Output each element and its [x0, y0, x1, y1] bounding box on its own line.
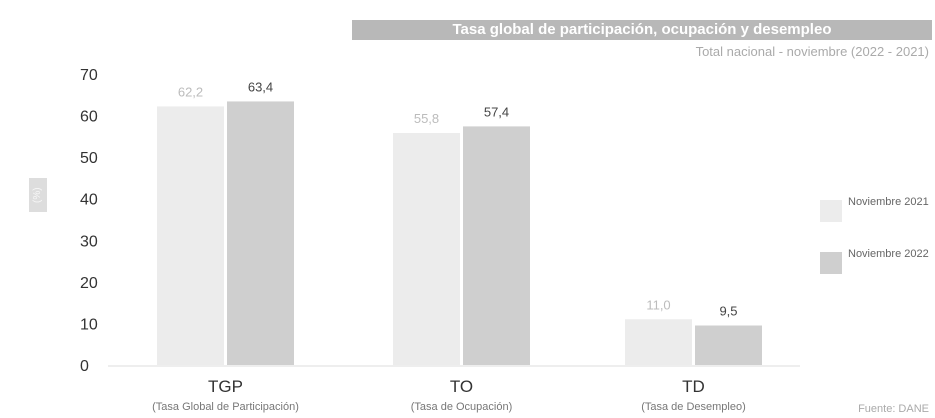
y-tick-label: 40 — [80, 192, 98, 209]
bar-to-2022 — [463, 126, 530, 365]
legend-label-2021: Noviembre 2021 — [848, 196, 929, 208]
bar-to-2021 — [393, 133, 460, 365]
category-label-tgp: TGP — [208, 377, 243, 396]
data-label-tgp-2022: 63,4 — [248, 79, 273, 94]
category-description-td: (Tasa de Desempleo) — [641, 401, 746, 413]
source-note: Fuente: DANE — [858, 403, 929, 415]
bar-td-2021 — [625, 319, 692, 365]
data-label-td-2021: 11,0 — [646, 297, 670, 312]
data-label-tgp-2021: 62,2 — [178, 84, 203, 99]
data-label-td-2022: 9,5 — [719, 304, 737, 319]
legend-swatch-2021 — [820, 200, 842, 222]
category-label-to: TO — [450, 377, 473, 396]
y-tick-label: 70 — [80, 67, 98, 84]
y-tick-label: 10 — [80, 316, 98, 333]
data-label-to-2021: 55,8 — [414, 111, 439, 126]
legend-swatch-2022 — [820, 252, 842, 274]
y-tick-label: 60 — [80, 109, 98, 126]
data-label-to-2022: 57,4 — [484, 104, 509, 119]
bar-td-2022 — [695, 325, 762, 365]
category-label-td: TD — [682, 377, 705, 396]
legend-label-2022: Noviembre 2022 — [848, 248, 929, 260]
category-description-to: (Tasa de Ocupación) — [411, 401, 513, 413]
y-tick-label: 50 — [80, 150, 98, 167]
category-description-tgp: (Tasa Global de Participación) — [152, 401, 299, 413]
bar-tgp-2021 — [157, 106, 224, 365]
chart-title: Tasa global de participación, ocupación … — [352, 20, 932, 40]
y-tick-label: 30 — [80, 233, 98, 250]
bar-tgp-2022 — [227, 101, 294, 366]
chart-subtitle: Total nacional - noviembre (2022 - 2021) — [695, 44, 929, 59]
y-tick-label: 20 — [80, 275, 98, 292]
y-tick-label: 0 — [80, 358, 89, 375]
